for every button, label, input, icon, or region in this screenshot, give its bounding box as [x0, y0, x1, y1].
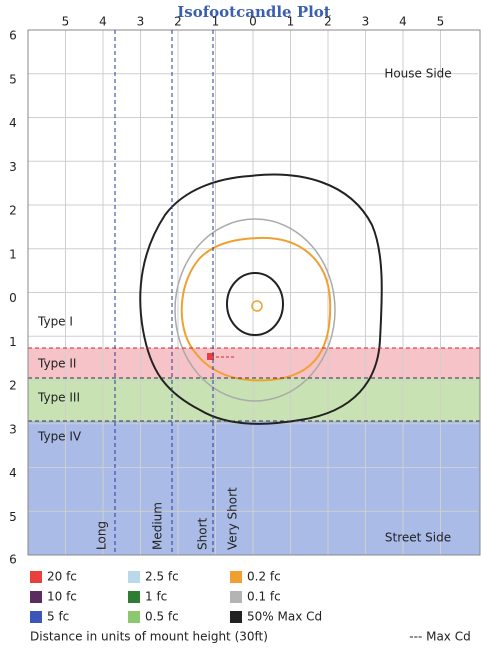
x-tick-label: 2: [324, 15, 332, 29]
zone-label: Type II: [37, 357, 76, 371]
zone-label: Type III: [37, 391, 80, 405]
house-side-label: House Side: [384, 67, 451, 81]
plot-border: [27, 29, 481, 556]
legend-swatch: [230, 571, 242, 583]
y-tick-label: 2: [9, 204, 17, 218]
y-tick-label: 0: [9, 291, 17, 305]
legend-swatch: [128, 591, 140, 603]
x-tick-label: 1: [287, 15, 295, 29]
legend-label: 20 fc: [47, 570, 77, 584]
legend-swatch: [30, 591, 42, 603]
contour-outer: [139, 173, 383, 425]
legend-swatch: [230, 591, 242, 603]
y-tick-label: 3: [9, 422, 17, 436]
distance-label: Very Short: [226, 487, 240, 550]
distance-label: Short: [196, 518, 210, 550]
zone-type-ii: [28, 348, 480, 378]
y-tick-label: 4: [9, 466, 17, 480]
x-tick-label: 4: [99, 15, 107, 29]
legend-label: 0.5 fc: [145, 610, 179, 624]
street-side-label: Street Side: [385, 531, 451, 545]
legend-label: 0.2 fc: [247, 570, 281, 584]
legend-swatch: [30, 571, 42, 583]
x-tick-label: 3: [137, 15, 145, 29]
contour-orange: [180, 236, 332, 382]
zone-label: Type IV: [37, 430, 82, 444]
legend-label: 10 fc: [47, 590, 77, 604]
legend-swatch: [30, 611, 42, 623]
x-tick-label: 3: [362, 15, 370, 29]
zone-type-iii: [28, 378, 480, 421]
x-tick-label: 5: [437, 15, 445, 29]
x-tick-label: 5: [62, 15, 70, 29]
y-tick-label: 4: [9, 116, 17, 130]
contour-center: [251, 300, 263, 312]
y-tick-label: 5: [9, 510, 17, 524]
distance-label: Long: [95, 521, 109, 550]
y-tick-label: 5: [9, 72, 17, 86]
legend-swatch: [128, 611, 140, 623]
legend-label: 2.5 fc: [145, 570, 179, 584]
legend-swatch: [230, 611, 242, 623]
legend-label: 1 fc: [145, 590, 167, 604]
y-tick-label: 1: [9, 247, 17, 261]
max-cd-point: [207, 353, 214, 360]
x-tick-label: 0: [249, 15, 257, 29]
chart-title: Isofootcandle Plot: [177, 3, 331, 21]
legend-label: 0.1 fc: [247, 590, 281, 604]
legend-label: 50% Max Cd: [247, 610, 322, 624]
x-tick-label: 4: [399, 15, 407, 29]
legend-swatch: [128, 571, 140, 583]
y-tick-label: 1: [9, 335, 17, 349]
y-tick-label: 2: [9, 379, 17, 393]
y-tick-label: 6: [9, 29, 17, 43]
contours: [139, 173, 383, 425]
contour-inner: [226, 272, 284, 336]
legend-label: 5 fc: [47, 610, 69, 624]
y-tick-label: 6: [9, 553, 17, 567]
y-tick-label: 3: [9, 160, 17, 174]
distance-label: Medium: [151, 502, 165, 550]
x-tick-label: 1: [212, 15, 220, 29]
footer-note: Distance in units of mount height (30ft): [30, 630, 268, 644]
x-tick-label: 2: [174, 15, 182, 29]
contour-gray: [174, 218, 336, 402]
zone-label: Type I: [37, 315, 73, 329]
max-cd-legend: --- Max Cd: [409, 630, 470, 644]
